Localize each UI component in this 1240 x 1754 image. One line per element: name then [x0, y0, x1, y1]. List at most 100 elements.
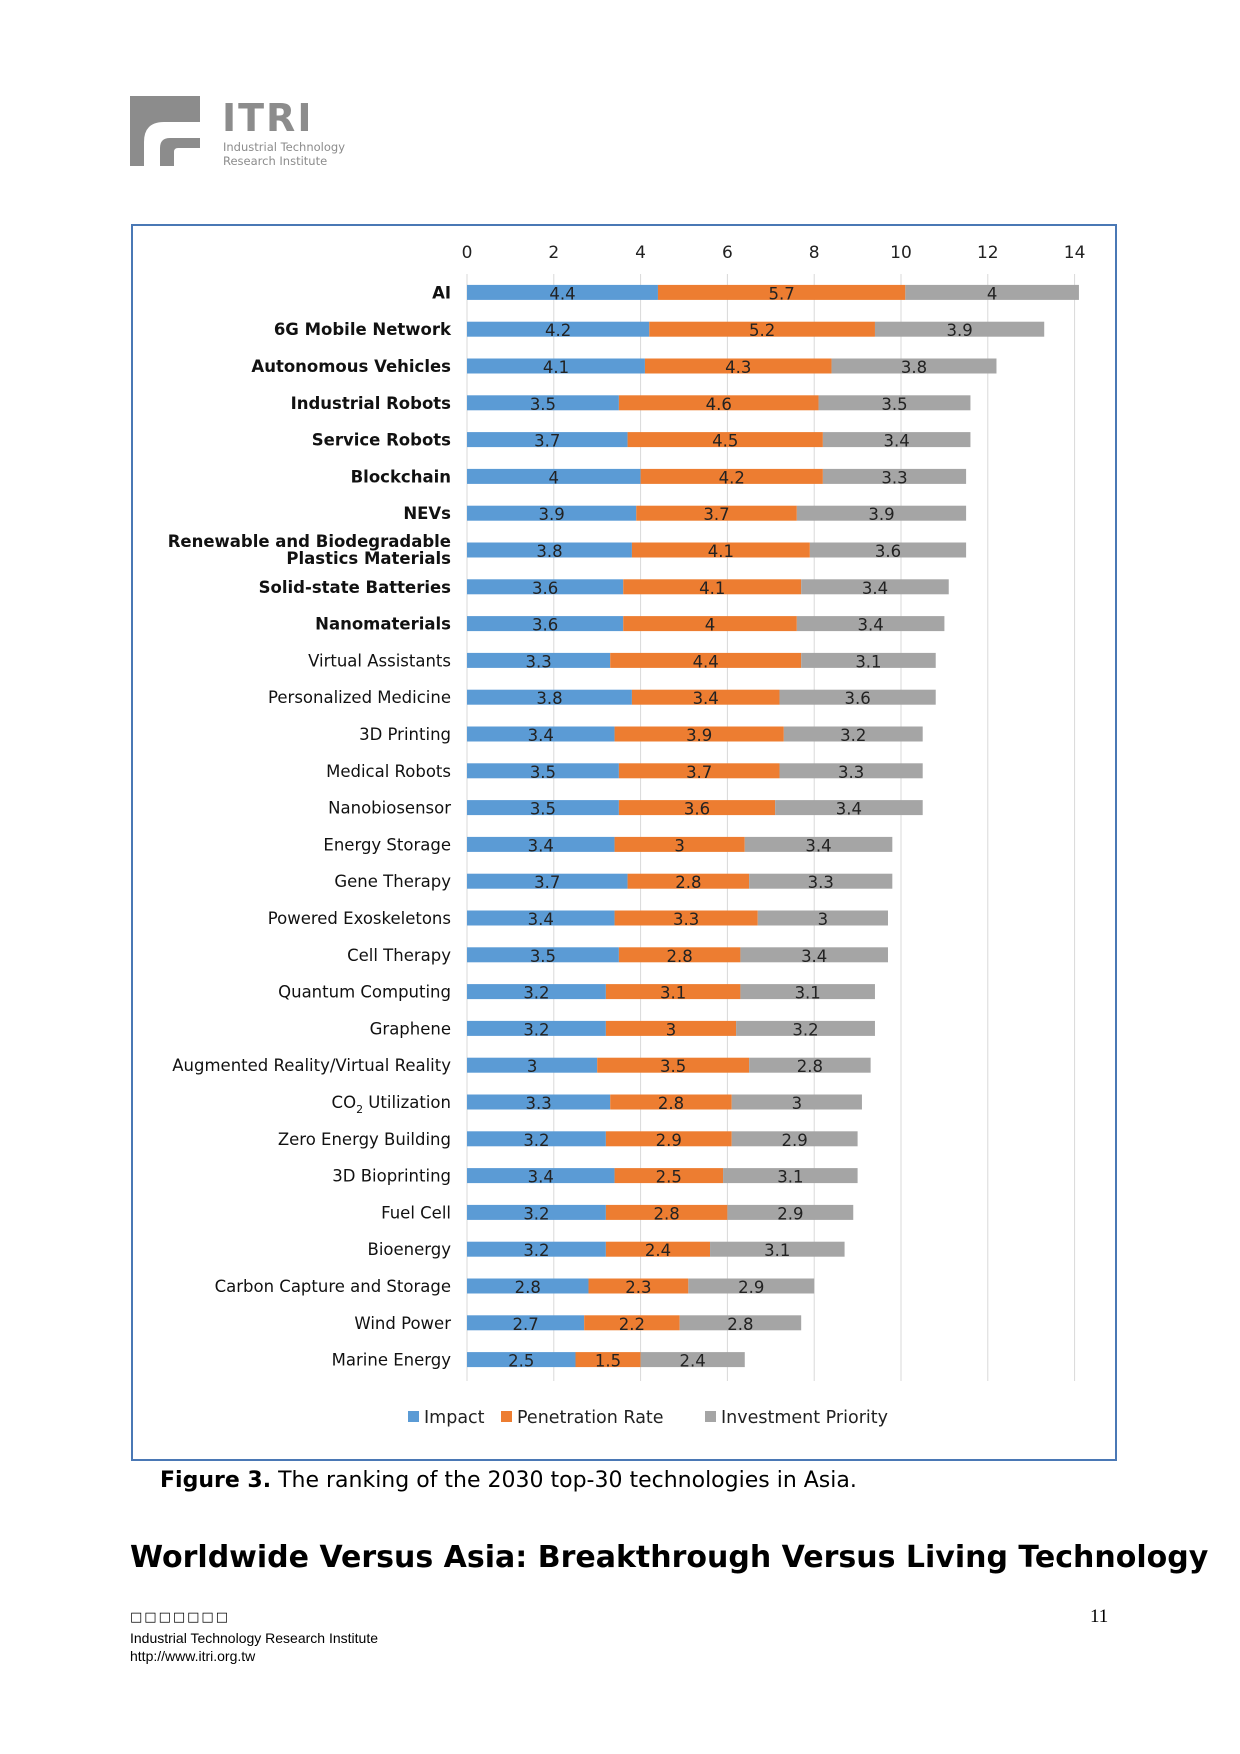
data-label: 3.6	[875, 542, 901, 561]
legend-label: Impact	[424, 1408, 485, 1428]
data-label: 2.9	[777, 1204, 803, 1223]
category-label: Graphene	[370, 1019, 451, 1038]
bar-investment-priority	[905, 284, 1079, 300]
bar-penetration-rate	[627, 873, 750, 889]
data-label: 3	[666, 1020, 677, 1039]
category-label: Service Robots	[312, 431, 451, 450]
category-label: Virtual Assistants	[308, 651, 451, 670]
bar-penetration-rate	[614, 1168, 724, 1184]
data-label: 3.8	[901, 358, 927, 377]
category-labels: AI 6G Mobile Network Autonomous Vehicles In…	[168, 283, 452, 1369]
category-label: AI	[432, 283, 451, 302]
bar-investment-priority	[727, 1204, 854, 1220]
data-label: 3.4	[528, 836, 554, 855]
bar-investment-priority	[749, 873, 893, 889]
x-tick-label: 4	[635, 243, 646, 263]
data-label: 4.3	[725, 358, 751, 377]
data-label: 3.4	[693, 689, 719, 708]
bar-penetration-rate	[618, 763, 780, 779]
bar-investment-priority	[757, 910, 888, 926]
bar-impact	[467, 432, 628, 448]
category-label: Marine Energy	[332, 1351, 452, 1370]
logo-subtitle-line2: Research Institute	[223, 154, 328, 168]
bar-impact	[467, 873, 628, 889]
bar-penetration-rate	[618, 395, 819, 411]
category-label-subscript: 2	[356, 1103, 363, 1116]
data-label: 3.8	[536, 542, 562, 561]
bar-impact	[467, 284, 658, 300]
bar-penetration-rate	[644, 358, 832, 374]
data-label: 4.2	[719, 468, 745, 487]
bar-penetration-rate	[605, 1204, 728, 1220]
data-label: 3.7	[686, 763, 712, 782]
data-label: 2.3	[625, 1278, 651, 1297]
data-label: 3.3	[525, 1094, 551, 1113]
data-label: 2.8	[654, 1204, 680, 1223]
bars	[467, 284, 1079, 1368]
data-label: 3.5	[881, 395, 907, 414]
data-label: 3.3	[808, 873, 834, 892]
logo-subtitle-line1: Industrial Technology	[223, 140, 346, 154]
footer-url[interactable]: http://www.itri.org.tw	[130, 1648, 256, 1664]
figure-caption: Figure 3. The ranking of the 2030 top-30…	[160, 1468, 857, 1493]
bar-penetration-rate	[605, 1020, 737, 1036]
data-label: 3.7	[534, 873, 560, 892]
data-label: 3.9	[946, 321, 972, 340]
data-label: 3.4	[801, 947, 827, 966]
bar-impact	[467, 763, 619, 779]
data-label: 1.5	[595, 1352, 621, 1371]
bar-impact	[467, 800, 619, 816]
bar-investment-priority	[822, 468, 967, 484]
data-label: 2.7	[512, 1315, 538, 1334]
bar-impact	[467, 468, 641, 484]
data-label: 3.9	[686, 726, 712, 745]
data-label: 3.9	[868, 505, 894, 524]
x-tick-label: 2	[548, 243, 559, 263]
page-number: 11	[1090, 1606, 1109, 1627]
bar-impact	[467, 1204, 606, 1220]
bar-penetration-rate	[605, 1241, 711, 1257]
itri-logo: ITRI Industrial Technology Research Inst…	[130, 96, 350, 168]
data-label: 3.2	[523, 1131, 549, 1150]
bar-investment-priority	[809, 542, 967, 558]
data-label: 2.9	[782, 1131, 808, 1150]
bar-investment-priority	[731, 1131, 858, 1147]
bar-investment-priority	[740, 947, 888, 963]
data-label: 3.5	[530, 800, 556, 819]
data-label: 3.8	[536, 689, 562, 708]
x-tick-label: 0	[462, 243, 473, 263]
data-label: 4.1	[543, 358, 569, 377]
data-label: 3.5	[530, 763, 556, 782]
category-label: Plastics Materials	[286, 549, 451, 568]
bar-impact	[467, 505, 637, 521]
category-label: Solid-state Batteries	[259, 578, 452, 597]
bar-investment-priority	[796, 505, 967, 521]
data-label: 3.4	[862, 579, 888, 598]
data-label: 2.8	[727, 1315, 753, 1334]
bar-impact	[467, 542, 632, 558]
bar-investment-priority	[874, 321, 1045, 337]
bar-investment-priority	[822, 432, 971, 448]
data-label: 5.7	[769, 284, 795, 303]
data-label: 2.5	[508, 1352, 534, 1371]
bar-penetration-rate	[597, 1057, 750, 1073]
data-label: 4.1	[699, 579, 725, 598]
data-label: 3.1	[764, 1241, 790, 1260]
bar-penetration-rate	[623, 616, 797, 632]
bar-impact	[467, 1352, 576, 1368]
data-label: 5.2	[749, 321, 775, 340]
bar-investment-priority	[775, 800, 923, 816]
x-tick-label: 10	[890, 243, 912, 263]
data-label: 4.2	[545, 321, 571, 340]
bar-penetration-rate	[649, 321, 875, 337]
itri-logo-mark-icon	[130, 96, 200, 166]
data-label: 3.6	[844, 689, 870, 708]
bar-investment-priority	[779, 763, 923, 779]
category-label: NEVs	[403, 504, 451, 523]
bar-impact	[467, 1315, 585, 1331]
data-label: 3.3	[881, 468, 907, 487]
category-label: Personalized Medicine	[268, 688, 451, 707]
bar-penetration-rate	[614, 910, 758, 926]
bar-impact	[467, 1168, 615, 1184]
